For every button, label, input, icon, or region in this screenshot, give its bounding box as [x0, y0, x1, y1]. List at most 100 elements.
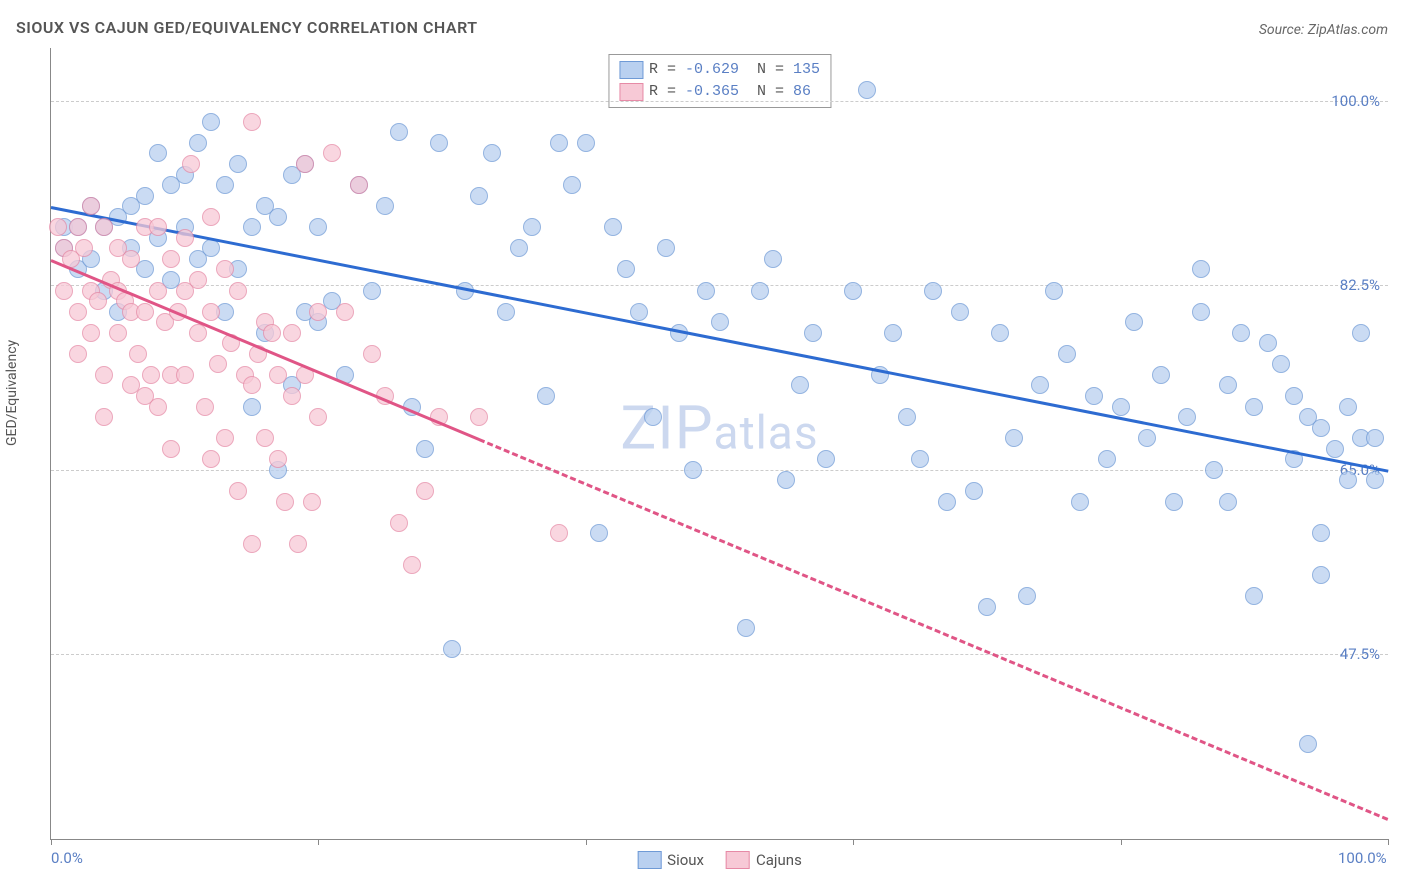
regression-line — [478, 438, 1388, 821]
scatter-point — [1085, 387, 1103, 405]
scatter-point — [55, 282, 73, 300]
scatter-point — [550, 524, 568, 542]
chart-title: SIOUX VS CAJUN GED/EQUIVALENCY CORRELATI… — [16, 18, 478, 37]
gridline — [51, 285, 1388, 286]
scatter-point — [49, 218, 67, 236]
scatter-point — [309, 303, 327, 321]
scatter-point — [1192, 260, 1210, 278]
scatter-point — [697, 282, 715, 300]
x-tick-mark — [1121, 839, 1122, 845]
x-tick-mark — [586, 839, 587, 845]
scatter-point — [1219, 376, 1237, 394]
scatter-point — [684, 461, 702, 479]
scatter-point — [202, 303, 220, 321]
scatter-point — [1232, 324, 1250, 342]
scatter-point — [1245, 398, 1263, 416]
scatter-point — [630, 303, 648, 321]
scatter-point — [777, 471, 795, 489]
legend-item: Sioux — [637, 851, 704, 869]
plot-area: ZIPatlas R = -0.629 N = 135R = -0.365 N … — [50, 48, 1388, 840]
scatter-point — [176, 229, 194, 247]
scatter-point — [1285, 387, 1303, 405]
scatter-point — [1138, 429, 1156, 447]
scatter-point — [243, 535, 261, 553]
scatter-point — [1326, 440, 1344, 458]
scatter-point — [176, 366, 194, 384]
scatter-point — [149, 282, 167, 300]
scatter-point — [162, 250, 180, 268]
scatter-point — [376, 197, 394, 215]
scatter-point — [978, 598, 996, 616]
scatter-point — [363, 282, 381, 300]
scatter-point — [263, 324, 281, 342]
scatter-point — [82, 324, 100, 342]
chart-container: SIOUX VS CAJUN GED/EQUIVALENCY CORRELATI… — [0, 0, 1406, 892]
watermark-small: atlas — [714, 406, 819, 460]
scatter-point — [309, 408, 327, 426]
scatter-point — [1098, 450, 1116, 468]
scatter-point — [470, 408, 488, 426]
scatter-point — [858, 81, 876, 99]
scatter-point — [1071, 493, 1089, 511]
scatter-point — [737, 619, 755, 637]
scatter-point — [965, 482, 983, 500]
x-tick-mark — [51, 839, 52, 845]
scatter-point — [1192, 303, 1210, 321]
scatter-point — [136, 303, 154, 321]
scatter-point — [149, 218, 167, 236]
scatter-point — [1205, 461, 1223, 479]
scatter-point — [269, 450, 287, 468]
scatter-point — [590, 524, 608, 542]
y-tick-label: 100.0% — [1331, 92, 1380, 110]
scatter-point — [644, 408, 662, 426]
scatter-point — [256, 429, 274, 447]
scatter-point — [243, 218, 261, 236]
scatter-point — [363, 345, 381, 363]
scatter-point — [89, 292, 107, 310]
scatter-point — [1312, 566, 1330, 584]
scatter-point — [791, 376, 809, 394]
scatter-point — [1272, 355, 1290, 373]
scatter-point — [269, 208, 287, 226]
scatter-point — [1058, 345, 1076, 363]
scatter-point — [162, 440, 180, 458]
scatter-point — [216, 176, 234, 194]
scatter-point — [243, 398, 261, 416]
scatter-point — [149, 398, 167, 416]
scatter-point — [149, 144, 167, 162]
scatter-point — [202, 113, 220, 131]
scatter-point — [189, 134, 207, 152]
scatter-point — [938, 493, 956, 511]
y-tick-label: 82.5% — [1340, 276, 1380, 294]
y-tick-label: 47.5% — [1340, 645, 1380, 663]
legend-label: Cajuns — [756, 851, 802, 869]
scatter-point — [1245, 587, 1263, 605]
y-axis-label: GED/Equivalency — [4, 340, 20, 446]
scatter-point — [269, 366, 287, 384]
scatter-point — [95, 366, 113, 384]
scatter-point — [309, 218, 327, 236]
chart-source: Source: ZipAtlas.com — [1259, 22, 1388, 38]
scatter-point — [95, 218, 113, 236]
scatter-point — [1299, 735, 1317, 753]
scatter-point — [604, 218, 622, 236]
scatter-point — [884, 324, 902, 342]
scatter-point — [243, 113, 261, 131]
scatter-point — [109, 324, 127, 342]
scatter-point — [1259, 334, 1277, 352]
scatter-point — [122, 250, 140, 268]
scatter-point — [844, 282, 862, 300]
scatter-point — [229, 155, 247, 173]
scatter-point — [617, 260, 635, 278]
scatter-point — [1219, 493, 1237, 511]
scatter-point — [550, 134, 568, 152]
legend-swatch — [637, 851, 661, 869]
regression-line — [51, 206, 1389, 473]
scatter-point — [209, 355, 227, 373]
scatter-point — [196, 398, 214, 416]
scatter-point — [911, 450, 929, 468]
scatter-point — [1312, 524, 1330, 542]
scatter-point — [483, 144, 501, 162]
scatter-point — [711, 313, 729, 331]
scatter-point — [350, 176, 368, 194]
